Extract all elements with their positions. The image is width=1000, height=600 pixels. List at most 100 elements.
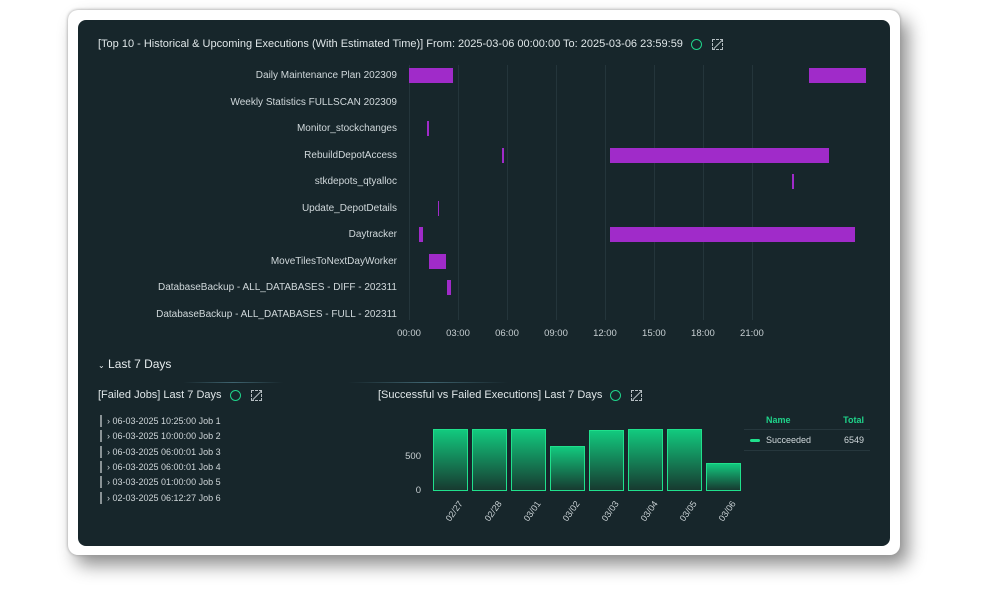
x-tick-label: 02/28 [482,499,504,524]
failed-jobs-title: [Failed Jobs] Last 7 Days [98,389,222,401]
x-tick-label: 03/04 [638,499,660,524]
bar-03/03[interactable] [589,429,624,491]
info-circle-icon[interactable] [229,389,241,401]
executions-legend: Name Total Succeeded 6549 [744,415,870,451]
gantt-title: [Top 10 - Historical & Upcoming Executio… [98,38,683,50]
gridline [702,65,704,320]
gantt-bar[interactable] [428,253,446,269]
info-circle-icon[interactable] [610,389,622,401]
divider [348,382,508,383]
gridline [555,65,557,320]
info-circle-icon[interactable] [690,38,702,50]
failed-job-label: 06-03-2025 10:00:00 Job 2 [112,431,221,442]
gridline [457,65,459,320]
section-last-7-days[interactable]: ⌄ Last 7 Days [98,357,171,371]
gantt-bar[interactable] [418,227,423,242]
bar-03/05[interactable] [667,428,702,491]
gantt-chart: 00:00 03:00 06:00 09:00 12:00 15:00 18:00 21:00… [78,20,890,350]
chevron-right-icon: › [107,431,113,442]
failed-jobs-header: [Failed Jobs] Last 7 Days [98,389,262,401]
x-tick-label: 03:00 [446,328,470,339]
bar-03/04[interactable] [628,428,663,491]
x-tick-label: 06:00 [495,328,519,339]
gridline [506,65,508,320]
bar-03/02[interactable] [550,445,585,491]
gridline [604,65,606,320]
gantt-bar[interactable] [502,147,504,163]
executions-header: [Successful vs Failed Executions] Last 7… [378,389,643,401]
row-label: Monitor_stockchanges [296,123,397,134]
bar-03/06[interactable] [706,463,741,491]
failed-job-item[interactable]: › 06-03-2025 06:00:01 Job 3 [100,445,221,458]
x-tick-label: 02/27 [443,499,465,524]
failed-job-item[interactable]: › 06-03-2025 06:00:01 Job 4 [100,460,221,473]
row-label: DatabaseBackup - ALL_DATABASES - FULL - … [156,308,397,320]
x-tick-label: 03/05 [677,499,699,524]
row-label: stkdepots_qtyalloc [314,176,397,187]
divider [183,382,283,383]
bar-02/27[interactable] [433,428,468,491]
legend-name-header: Name [766,415,791,425]
row-label: Weekly Statistics FULLSCAN 202309 [230,96,397,108]
gantt-bar[interactable] [609,147,829,163]
chevron-right-icon: › [107,461,113,472]
row-label: RebuildDepotAccess [304,149,397,161]
failed-job-item[interactable]: › 02-03-2025 06:12:27 Job 6 [100,491,221,504]
row-label: DatabaseBackup - ALL_DATABASES - DIFF - … [157,282,397,293]
row-label: Daytracker [348,229,397,240]
image-off-icon[interactable] [631,389,643,401]
x-tick-label: 09:00 [544,328,568,339]
legend-name: Succeeded [766,435,812,445]
dashboard-panel: [Top 10 - Historical & Upcoming Executio… [78,20,890,546]
x-tick-label: 21:00 [740,328,764,339]
x-tick-label: 03/03 [599,499,621,524]
x-tick-label: 03/01 [521,499,543,524]
section-label: Last 7 Days [108,357,172,371]
failed-job-label: 02-03-2025 06:12:27 Job 6 [112,492,221,503]
legend-total: 6549 [843,435,864,445]
x-tick-label: 03/02 [560,499,582,524]
chevron-right-icon: › [107,477,113,488]
x-tick-label: 03/06 [716,499,738,524]
row-label: MoveTilesToNextDayWorker [270,255,397,267]
y-tick-label: 500 [405,451,421,462]
chevron-down-icon: ⌄ [98,361,105,370]
gantt-bar[interactable] [791,174,794,189]
failed-job-label: 06-03-2025 10:25:00 Job 1 [112,416,221,426]
executions-chart: 0 500 02/27 02/28 03/01 03/02 03/03 03/04 03/05 0… [78,20,890,546]
x-tick-label: 15:00 [642,328,666,339]
gridline [751,65,753,320]
gridline [409,65,410,320]
failed-job-label: 06-03-2025 06:00:01 Job 3 [112,446,221,457]
legend-total-header: Total [843,415,864,425]
failed-job-label: 03-03-2025 01:00:00 Job 5 [112,477,221,488]
gridline [653,65,655,320]
gantt-bar[interactable] [409,68,454,83]
executions-title: [Successful vs Failed Executions] Last 7… [378,389,603,401]
failed-job-label: 06-03-2025 06:00:01 Job 4 [112,461,221,472]
failed-job-item[interactable]: › 06-03-2025 10:25:00 Job 1 [100,415,221,427]
x-tick-label: 00:00 [397,328,421,339]
x-tick-label: 12:00 [593,328,617,339]
image-off-icon[interactable] [250,389,262,401]
gantt-bar[interactable] [609,227,855,242]
gantt-bar[interactable] [446,280,451,295]
legend-row-succeeded[interactable]: Succeeded 6549 [744,430,870,451]
failed-job-item[interactable]: › 03-03-2025 01:00:00 Job 5 [100,476,221,489]
legend-swatch [750,439,760,443]
failed-job-item[interactable]: › 06-03-2025 10:00:00 Job 2 [100,430,221,443]
gantt-bar[interactable] [426,121,429,136]
chevron-right-icon: › [107,416,113,426]
gantt-bar[interactable] [437,200,440,216]
chevron-right-icon: › [107,492,113,503]
row-label: Update_DepotDetails [301,202,397,214]
chevron-right-icon: › [107,446,113,457]
bar-02/28[interactable] [472,428,507,491]
bar-03/01[interactable] [511,428,546,491]
gantt-header: [Top 10 - Historical & Upcoming Executio… [98,38,723,50]
y-tick-label: 0 [415,485,421,496]
image-off-icon[interactable] [711,38,723,50]
x-tick-label: 18:00 [691,328,715,339]
row-label: Daily Maintenance Plan 202309 [255,70,397,81]
gantt-bar[interactable] [809,68,867,83]
